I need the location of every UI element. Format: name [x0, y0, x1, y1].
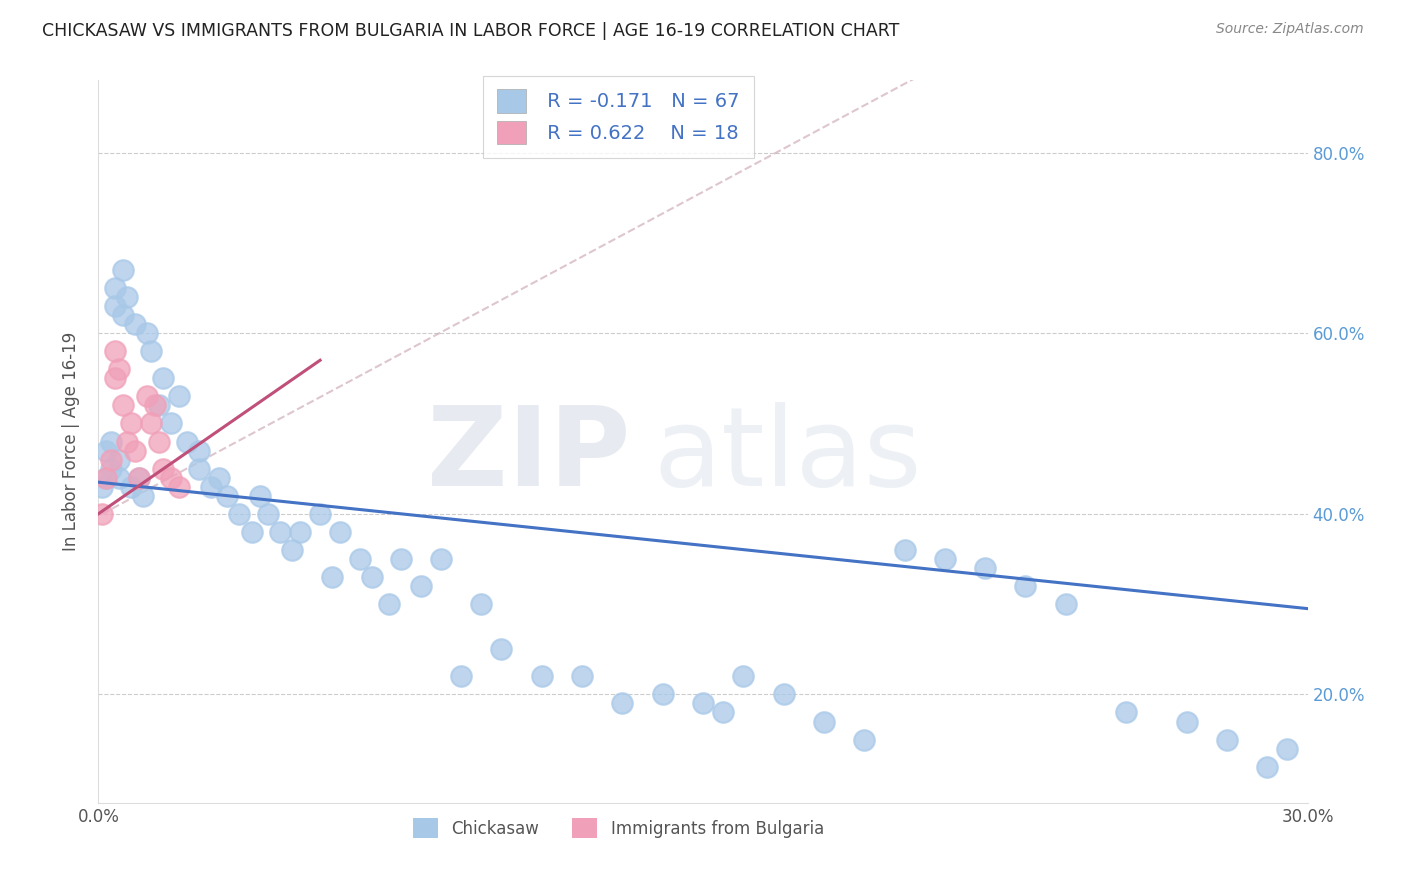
Point: [111, 398, 134, 412]
Text: Source: ZipAtlas.com: Source: ZipAtlas.com: [1216, 22, 1364, 37]
Point: [974, 561, 997, 575]
Point: [893, 542, 915, 557]
Y-axis label: In Labor Force | Age 16-19: In Labor Force | Age 16-19: [62, 332, 80, 551]
Point: [1256, 760, 1278, 774]
Point: [1115, 706, 1137, 720]
Point: [256, 507, 278, 521]
Point: [128, 471, 150, 485]
Legend: Chickasaw, Immigrants from Bulgaria: Chickasaw, Immigrants from Bulgaria: [406, 812, 831, 845]
Point: [132, 489, 155, 503]
Point: [217, 489, 239, 503]
Point: [167, 480, 190, 494]
Point: [96, 471, 118, 485]
Point: [711, 706, 734, 720]
Point: [96, 471, 118, 485]
Point: [107, 362, 129, 376]
Point: [111, 308, 134, 322]
Point: [120, 480, 142, 494]
Point: [91, 480, 114, 494]
Point: [160, 417, 183, 431]
Point: [100, 461, 122, 475]
Point: [281, 542, 304, 557]
Point: [176, 434, 198, 449]
Point: [772, 687, 794, 701]
Text: ZIP: ZIP: [427, 402, 630, 509]
Point: [152, 461, 174, 475]
Point: [100, 434, 122, 449]
Point: [377, 597, 399, 611]
Point: [148, 434, 170, 449]
Point: [188, 461, 211, 475]
Point: [103, 371, 125, 385]
Point: [124, 317, 146, 331]
Point: [107, 471, 129, 485]
Point: [139, 344, 162, 359]
Point: [103, 299, 125, 313]
Point: [128, 471, 150, 485]
Point: [269, 524, 291, 539]
Point: [450, 669, 472, 683]
Point: [361, 570, 384, 584]
Point: [208, 471, 231, 485]
Point: [103, 281, 125, 295]
Point: [571, 669, 593, 683]
Point: [733, 669, 755, 683]
Point: [96, 443, 118, 458]
Point: [934, 552, 956, 566]
Point: [853, 732, 876, 747]
Point: [309, 507, 332, 521]
Point: [813, 714, 835, 729]
Point: [120, 417, 142, 431]
Point: [107, 452, 129, 467]
Point: [692, 697, 714, 711]
Point: [188, 443, 211, 458]
Point: [135, 326, 157, 341]
Point: [1014, 579, 1036, 593]
Point: [329, 524, 352, 539]
Point: [167, 389, 190, 403]
Point: [152, 371, 174, 385]
Point: [409, 579, 432, 593]
Point: [143, 398, 166, 412]
Text: atlas: atlas: [654, 402, 922, 509]
Point: [288, 524, 311, 539]
Point: [249, 489, 271, 503]
Point: [124, 443, 146, 458]
Point: [135, 389, 157, 403]
Point: [612, 697, 634, 711]
Point: [100, 452, 122, 467]
Point: [1054, 597, 1077, 611]
Point: [115, 434, 138, 449]
Point: [321, 570, 343, 584]
Point: [651, 687, 673, 701]
Point: [470, 597, 492, 611]
Point: [349, 552, 371, 566]
Point: [200, 480, 222, 494]
Point: [228, 507, 250, 521]
Point: [430, 552, 453, 566]
Point: [115, 290, 138, 304]
Point: [530, 669, 553, 683]
Point: [389, 552, 412, 566]
Point: [91, 507, 114, 521]
Point: [1175, 714, 1198, 729]
Point: [1277, 741, 1299, 756]
Point: [491, 642, 513, 657]
Point: [139, 417, 162, 431]
Point: [103, 344, 125, 359]
Point: [1216, 732, 1239, 747]
Point: [148, 398, 170, 412]
Text: CHICKASAW VS IMMIGRANTS FROM BULGARIA IN LABOR FORCE | AGE 16-19 CORRELATION CHA: CHICKASAW VS IMMIGRANTS FROM BULGARIA IN…: [42, 22, 900, 40]
Point: [240, 524, 263, 539]
Point: [111, 263, 134, 277]
Point: [160, 471, 183, 485]
